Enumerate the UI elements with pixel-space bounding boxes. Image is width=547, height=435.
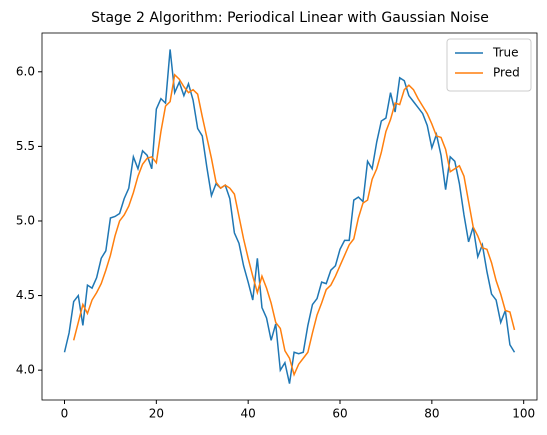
x-tick-label: 100 — [512, 407, 535, 421]
y-tick-label: 4.5 — [16, 288, 35, 302]
y-tick-label: 6.0 — [16, 64, 35, 78]
legend-label: Pred — [493, 66, 520, 80]
series-line — [72, 73, 516, 377]
series-line — [63, 49, 516, 384]
x-tick-label: 60 — [332, 407, 347, 421]
chart-title: Stage 2 Algorithm: Periodical Linear wit… — [91, 10, 489, 26]
y-tick-label: 4.0 — [16, 363, 35, 377]
legend-label: True — [492, 46, 519, 60]
x-tick-label: 20 — [149, 407, 164, 421]
x-tick-label: 40 — [241, 407, 256, 421]
x-tick-label: 0 — [61, 407, 69, 421]
plot-frame — [41, 32, 538, 401]
legend-box — [446, 38, 532, 92]
x-tick-label: 80 — [424, 407, 439, 421]
y-tick-label: 5.0 — [16, 213, 35, 227]
y-tick-label: 5.5 — [16, 139, 35, 153]
